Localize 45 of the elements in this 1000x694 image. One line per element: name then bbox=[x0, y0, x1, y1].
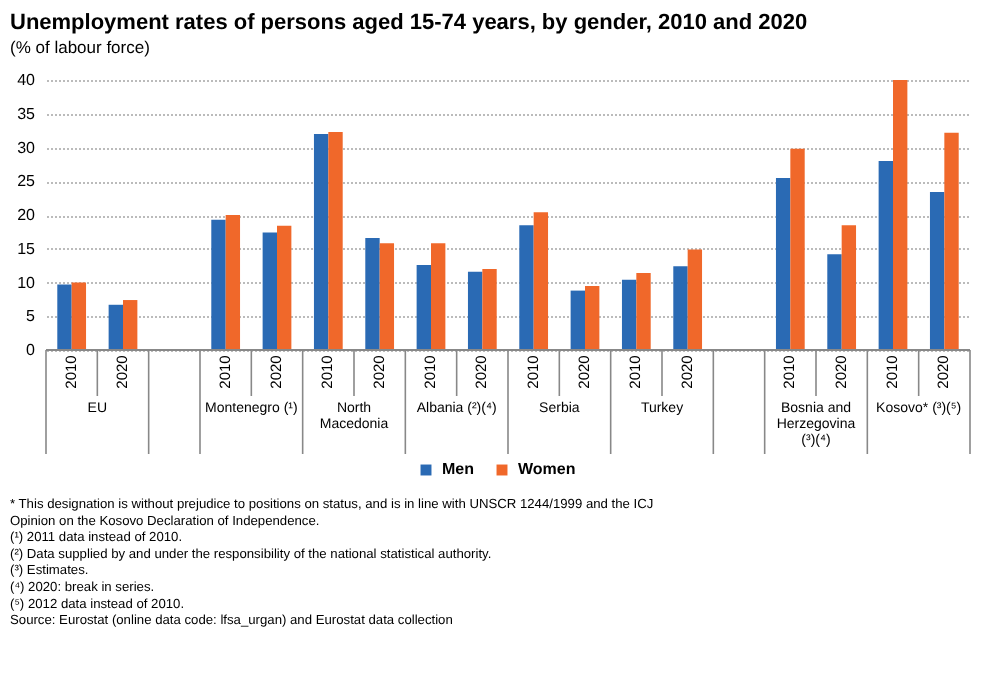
bar bbox=[328, 131, 343, 350]
y-tick-label: 40 bbox=[17, 71, 37, 89]
bar bbox=[482, 269, 497, 350]
chart-subtitle: (% of labour force) bbox=[10, 37, 151, 57]
y-tick-label: 10 bbox=[17, 273, 37, 292]
y-tick-label: 5 bbox=[26, 307, 37, 326]
legend-label: Men bbox=[442, 460, 475, 478]
bar bbox=[225, 215, 241, 350]
legend-label: Women bbox=[518, 460, 576, 478]
bar bbox=[467, 271, 483, 350]
bar bbox=[262, 232, 277, 350]
bar bbox=[57, 284, 72, 350]
bar bbox=[123, 300, 138, 350]
bar bbox=[929, 192, 945, 350]
y-tick-label: 30 bbox=[17, 138, 37, 157]
bar bbox=[636, 273, 651, 350]
bar bbox=[277, 225, 292, 350]
bar bbox=[313, 134, 329, 350]
bar bbox=[211, 219, 226, 350]
bar bbox=[533, 212, 549, 350]
bar bbox=[108, 304, 123, 350]
y-tick-label: 20 bbox=[17, 206, 37, 224]
bar bbox=[841, 225, 857, 350]
y-tick-label: 25 bbox=[17, 172, 37, 191]
bar bbox=[673, 266, 688, 350]
bar bbox=[585, 285, 600, 350]
bar bbox=[944, 132, 959, 350]
bar bbox=[365, 237, 380, 350]
bar bbox=[570, 290, 585, 350]
bar bbox=[621, 279, 637, 350]
bar bbox=[431, 243, 446, 350]
bar bbox=[519, 225, 534, 350]
y-tick-label: 0 bbox=[26, 341, 37, 359]
bar bbox=[893, 80, 908, 350]
bar bbox=[827, 254, 842, 350]
bar bbox=[878, 161, 893, 350]
bar bbox=[71, 282, 87, 350]
bar bbox=[379, 243, 395, 350]
bar bbox=[687, 249, 703, 350]
y-tick-label: 15 bbox=[17, 239, 37, 258]
bar bbox=[775, 177, 791, 350]
bar bbox=[416, 264, 431, 350]
chart-title: Unemployment rates of persons aged 15-74 years, by gender, 2010 and 2020 bbox=[10, 11, 808, 35]
y-tick-label: 35 bbox=[17, 104, 37, 123]
bar bbox=[790, 148, 805, 350]
